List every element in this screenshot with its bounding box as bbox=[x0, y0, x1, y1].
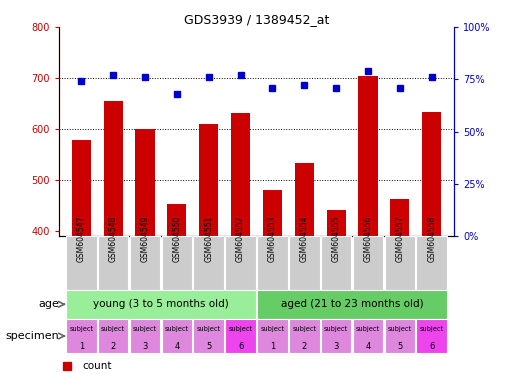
Text: 6: 6 bbox=[429, 342, 435, 351]
Bar bbox=[130, 319, 160, 353]
Bar bbox=[135, 129, 154, 236]
Bar bbox=[72, 140, 91, 236]
Bar bbox=[327, 210, 346, 236]
Bar bbox=[321, 319, 351, 353]
Bar bbox=[295, 163, 314, 236]
Bar bbox=[390, 199, 409, 236]
Bar bbox=[193, 236, 224, 290]
Text: count: count bbox=[83, 361, 112, 371]
Bar bbox=[98, 236, 128, 290]
Bar bbox=[257, 290, 447, 319]
Bar bbox=[385, 319, 415, 353]
Bar bbox=[289, 319, 320, 353]
Bar bbox=[257, 236, 288, 290]
Bar bbox=[353, 236, 383, 290]
Text: subject: subject bbox=[388, 326, 412, 332]
Bar bbox=[225, 236, 256, 290]
Text: GSM604553: GSM604553 bbox=[268, 215, 277, 262]
Text: GSM604557: GSM604557 bbox=[396, 215, 404, 262]
Text: subject: subject bbox=[165, 326, 189, 332]
Text: 4: 4 bbox=[365, 342, 370, 351]
Bar bbox=[257, 319, 288, 353]
Bar bbox=[162, 319, 192, 353]
Text: subject: subject bbox=[420, 326, 444, 332]
Bar bbox=[417, 319, 447, 353]
Bar bbox=[98, 319, 128, 353]
Text: subject: subject bbox=[133, 326, 157, 332]
Text: 5: 5 bbox=[397, 342, 403, 351]
Text: 3: 3 bbox=[333, 342, 339, 351]
Bar bbox=[225, 319, 256, 353]
Bar bbox=[289, 236, 320, 290]
Text: GSM604554: GSM604554 bbox=[300, 215, 309, 262]
Text: 2: 2 bbox=[110, 342, 116, 351]
Bar bbox=[199, 124, 218, 236]
Text: subject: subject bbox=[101, 326, 125, 332]
Bar bbox=[231, 113, 250, 236]
Text: GSM604548: GSM604548 bbox=[109, 215, 117, 262]
Text: GSM604549: GSM604549 bbox=[141, 215, 149, 262]
Text: subject: subject bbox=[324, 326, 348, 332]
Bar bbox=[321, 236, 351, 290]
Text: GSM604556: GSM604556 bbox=[364, 215, 372, 262]
Text: subject: subject bbox=[356, 326, 380, 332]
Bar bbox=[417, 236, 447, 290]
Text: young (3 to 5 months old): young (3 to 5 months old) bbox=[93, 299, 229, 310]
Text: GSM604555: GSM604555 bbox=[331, 215, 341, 262]
Bar bbox=[359, 76, 378, 236]
Title: GDS3939 / 1389452_at: GDS3939 / 1389452_at bbox=[184, 13, 329, 26]
Bar bbox=[193, 319, 224, 353]
Bar bbox=[162, 236, 192, 290]
Text: subject: subject bbox=[292, 326, 317, 332]
Text: GSM604558: GSM604558 bbox=[427, 215, 436, 262]
Text: age: age bbox=[39, 299, 60, 310]
Bar bbox=[263, 190, 282, 236]
Text: GSM604551: GSM604551 bbox=[204, 215, 213, 262]
Text: 3: 3 bbox=[142, 342, 148, 351]
Bar bbox=[167, 204, 186, 236]
Text: 5: 5 bbox=[206, 342, 211, 351]
Text: aged (21 to 23 months old): aged (21 to 23 months old) bbox=[281, 299, 423, 310]
Text: 1: 1 bbox=[270, 342, 275, 351]
Text: subject: subject bbox=[261, 326, 285, 332]
Bar bbox=[66, 319, 96, 353]
Text: subject: subject bbox=[228, 326, 252, 332]
Text: specimen: specimen bbox=[6, 331, 60, 341]
Text: GSM604547: GSM604547 bbox=[77, 215, 86, 262]
Text: subject: subject bbox=[196, 326, 221, 332]
Bar bbox=[385, 236, 415, 290]
Text: subject: subject bbox=[69, 326, 93, 332]
Bar bbox=[66, 236, 96, 290]
Text: 2: 2 bbox=[302, 342, 307, 351]
Bar bbox=[104, 101, 123, 236]
Bar bbox=[130, 236, 160, 290]
Bar bbox=[66, 290, 256, 319]
Text: 6: 6 bbox=[238, 342, 243, 351]
Text: GSM604550: GSM604550 bbox=[172, 215, 182, 262]
Text: GSM604552: GSM604552 bbox=[236, 215, 245, 262]
Text: 1: 1 bbox=[78, 342, 84, 351]
Bar bbox=[353, 319, 383, 353]
Bar bbox=[422, 112, 441, 236]
Text: 4: 4 bbox=[174, 342, 180, 351]
